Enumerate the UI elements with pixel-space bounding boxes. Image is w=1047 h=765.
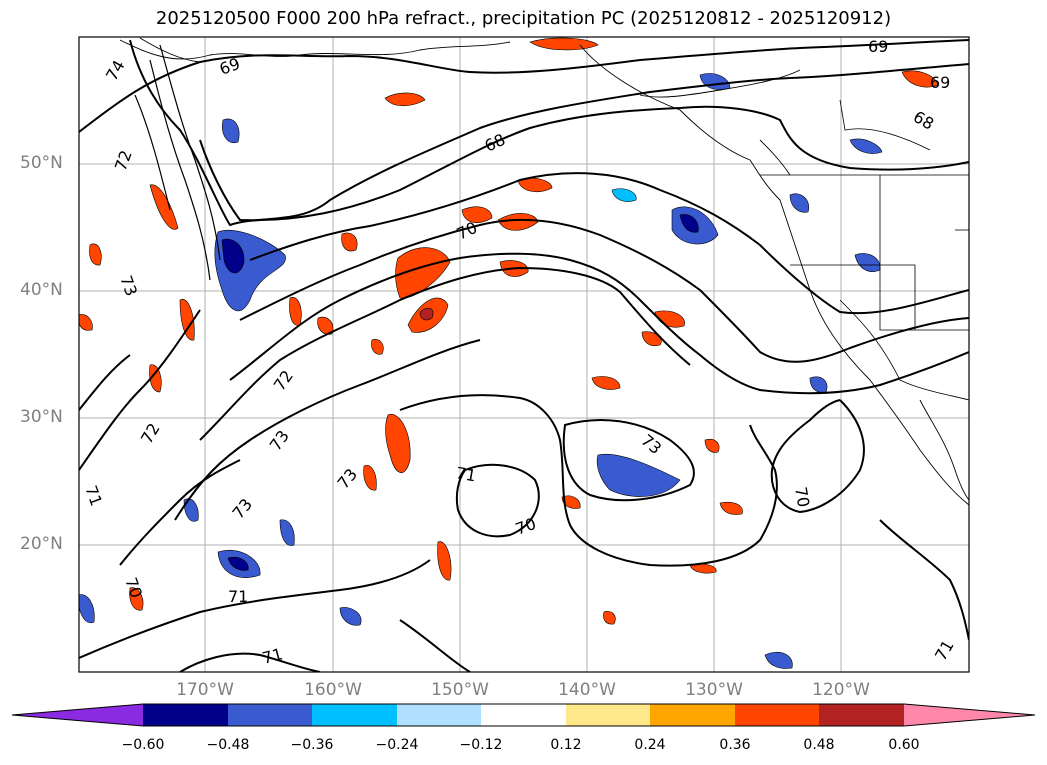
colorbar-tick: 0.12: [550, 737, 582, 753]
lon-label: 160°W: [304, 680, 362, 700]
colorbar-segment: [819, 704, 904, 726]
lon-label: 150°W: [431, 680, 489, 700]
borders: [760, 99, 969, 401]
colorbar-tick: 0.48: [803, 737, 835, 753]
map-frame: [78, 36, 970, 673]
colorbar-segment: [566, 704, 650, 726]
lat-label: 40°N: [20, 280, 63, 300]
lon-label: 130°W: [685, 680, 743, 700]
lon-label: 120°W: [812, 680, 870, 700]
colorbar-segment: [12, 704, 143, 726]
colorbar-tick: 0.60: [888, 737, 920, 753]
precip-negative: [79, 73, 883, 669]
colorbar-segment: [228, 704, 312, 726]
lon-label: 140°W: [558, 680, 616, 700]
thin-contours: [134, 44, 221, 281]
colorbar-segment: [312, 704, 397, 726]
colorbar-segment: [735, 704, 819, 726]
gridlines: [79, 37, 969, 672]
contour-label: 71: [228, 587, 248, 606]
colorbar-tick: −0.48: [206, 737, 250, 753]
colorbar-tick: −0.24: [375, 737, 419, 753]
colorbar-tick: −0.36: [290, 737, 334, 753]
colorbar-tick: −0.12: [459, 737, 503, 753]
colorbar-tick: −0.60: [121, 737, 165, 753]
refractivity-contours: [79, 39, 969, 672]
colorbar-segment: [143, 704, 228, 726]
colorbar: [11, 703, 1036, 727]
contour-label: 71: [454, 463, 477, 485]
contour-label: 71: [260, 644, 285, 668]
map-title: 2025120500 F000 200 hPa refract., precip…: [155, 8, 892, 29]
colorbar-segment: [904, 704, 1035, 726]
colorbar-segment: [650, 704, 735, 726]
colorbar-segment: [397, 704, 481, 726]
lat-label: 50°N: [20, 153, 63, 173]
precip-positive: [79, 37, 939, 625]
lat-label: 30°N: [20, 407, 63, 427]
contour-label: 69: [930, 73, 950, 92]
lat-label: 20°N: [20, 534, 63, 554]
colorbar-tick: 0.36: [719, 737, 751, 753]
colorbar-tick: 0.24: [634, 737, 666, 753]
lon-label: 170°W: [176, 680, 234, 700]
contour-label: 69: [868, 37, 888, 56]
colorbar-segment: [481, 704, 566, 726]
contour-label: 70: [791, 485, 813, 508]
